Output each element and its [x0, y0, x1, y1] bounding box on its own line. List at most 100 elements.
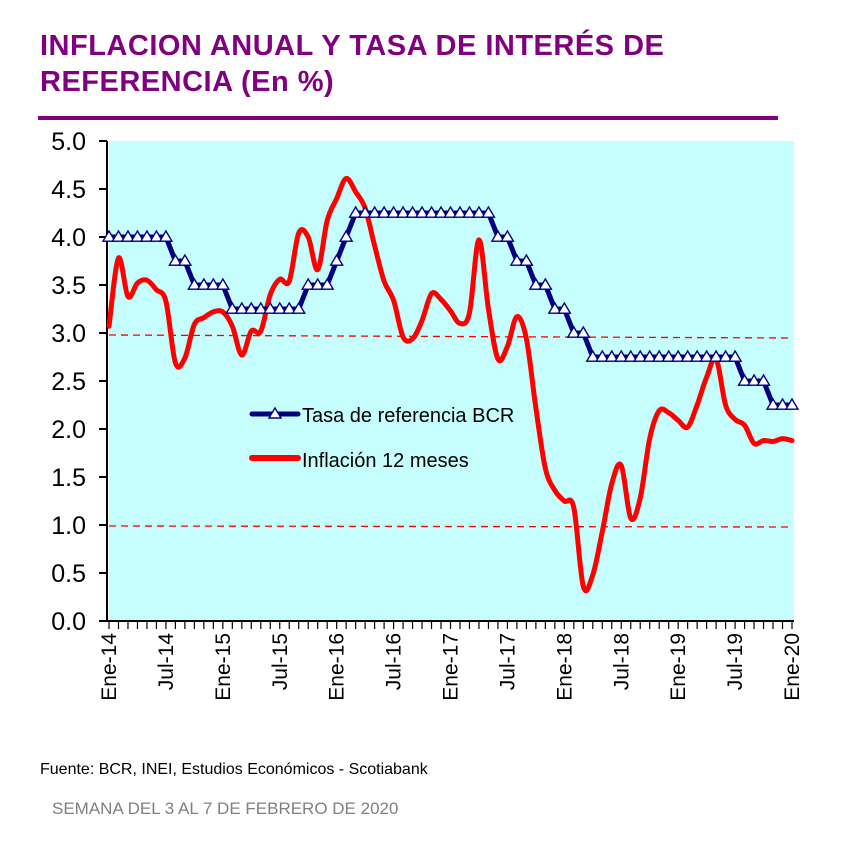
chart-title: INFLACION ANUAL Y TASA DE INTERÉS DE REF… — [40, 30, 665, 98]
y-tick-label: 4.0 — [51, 224, 86, 252]
x-tick-label: Jul-15 — [269, 633, 292, 690]
y-tick-label: 0.0 — [51, 608, 86, 636]
target-lower-line — [108, 525, 793, 528]
x-tick-label: Ene-20 — [781, 633, 804, 701]
rate-point-triangle — [547, 301, 563, 314]
rate-point-triangle — [765, 397, 781, 410]
y-tick-label: 0.5 — [51, 560, 86, 588]
rate-point-triangle — [784, 397, 800, 410]
rate-point-triangle — [405, 205, 420, 218]
rate-point-triangle — [386, 205, 401, 218]
rate-point-triangle — [282, 301, 297, 314]
rate-point-triangle — [585, 349, 601, 362]
rate-point-triangle — [291, 301, 306, 314]
rate-point-triangle — [395, 205, 411, 218]
rate-point-triangle — [576, 325, 591, 338]
rate-point-triangle — [424, 205, 439, 218]
x-tick-label: Ene-16 — [326, 633, 349, 701]
y-tick-label: 1.0 — [51, 512, 86, 540]
rate-point-triangle — [433, 205, 449, 218]
rate-point-triangle — [272, 301, 287, 314]
rate-point-triangle — [538, 277, 553, 290]
rate-point-triangle — [500, 229, 515, 242]
rate-point-triangle — [300, 277, 316, 290]
x-tick-label: Ene-15 — [212, 633, 235, 701]
rate-point-triangle — [452, 205, 468, 218]
week-label: SEMANA DEL 3 AL 7 DE FEBRERO DE 2020 — [52, 799, 399, 818]
x-tick-label: Jul-17 — [496, 633, 519, 690]
rate-point-triangle — [130, 229, 145, 242]
rate-point-triangle — [614, 349, 629, 362]
rate-point-triangle — [775, 397, 790, 410]
rate-point-triangle — [310, 277, 325, 290]
rate-point-triangle — [689, 349, 705, 362]
y-tick-label: 3.0 — [51, 320, 86, 348]
rate-point-triangle — [566, 325, 582, 338]
rate-point-triangle — [253, 301, 269, 314]
rate-point-triangle — [708, 349, 724, 362]
x-tick-label: Ene-19 — [667, 633, 690, 701]
rate-point-triangle — [338, 229, 354, 242]
rate-point-triangle — [604, 349, 619, 362]
rate-point-triangle — [490, 229, 506, 242]
y-tick-label: 4.5 — [51, 176, 86, 204]
rate-point-triangle — [680, 349, 695, 362]
rate-point-triangle — [595, 349, 610, 362]
rate-point-triangle — [443, 205, 458, 218]
source-note: Fuente: BCR, INEI, Estudios Económicos -… — [40, 761, 428, 778]
rate-point-triangle — [319, 277, 335, 290]
y-tick-label: 1.5 — [51, 464, 86, 492]
rate-point-triangle — [670, 349, 686, 362]
rate-point-triangle — [111, 229, 126, 242]
rate-point-triangle — [329, 253, 344, 266]
target-upper-line — [108, 334, 793, 339]
x-tick-label: Jul-19 — [724, 633, 747, 690]
rate-point-triangle — [756, 373, 771, 386]
rate-point-triangle — [139, 229, 155, 242]
rate-point-triangle — [158, 229, 174, 242]
legend-label-rate: Tasa de referencia BCR — [302, 405, 514, 427]
rate-point-triangle — [661, 349, 676, 362]
rate-point-triangle — [471, 205, 487, 218]
rate-point-triangle — [196, 277, 212, 290]
chart: 0.0 0.5 1.0 1.5 2.0 2.5 3.0 3.5 4.0 4.5 5.0 Ene-14… — [51, 128, 804, 701]
rate-point-triangle — [187, 277, 202, 290]
rate-point-triangle — [177, 253, 193, 266]
x-tick-label: Ene-14 — [98, 633, 121, 701]
rate-point-triangle — [101, 229, 117, 242]
rate-point-triangle — [348, 205, 363, 218]
rate-point-triangle — [120, 229, 136, 242]
rate-point-triangle — [168, 253, 183, 266]
rate-point-triangle — [367, 205, 382, 218]
rate-point-triangle — [481, 205, 496, 218]
legend-rate-marker-icon — [267, 406, 283, 419]
rate-point-triangle — [149, 229, 164, 242]
x-tick-label: Ene-17 — [440, 633, 463, 701]
x-tick-label: Jul-18 — [610, 633, 633, 690]
rate-point-triangle — [718, 349, 733, 362]
rate-point-triangle — [528, 277, 544, 290]
rate-point-triangle — [263, 301, 278, 314]
rate-point-triangle — [206, 277, 221, 290]
rate-point-triangle — [632, 349, 648, 362]
rate-point-triangle — [244, 301, 259, 314]
legend: Tasa de referencia BCR Inflación 12 mese… — [249, 405, 514, 472]
x-tick-label: Jul-14 — [155, 633, 178, 691]
rate-point-triangle — [642, 349, 657, 362]
rate-point-triangle — [414, 205, 430, 218]
y-tick-label: 2.5 — [51, 368, 86, 396]
rate-point-triangle — [651, 349, 667, 362]
rate-point-triangle — [376, 205, 392, 218]
legend-label-inflation: Inflación 12 meses — [302, 450, 469, 472]
rate-point-triangle — [225, 301, 240, 314]
rate-point-triangle — [357, 205, 373, 218]
rate-point-triangle — [462, 205, 477, 218]
rate-point-triangle — [557, 301, 572, 314]
rate-point-triangle — [519, 253, 534, 266]
rate-point-triangle — [509, 253, 525, 266]
y-tick-label: 3.5 — [51, 272, 86, 300]
rate-point-triangle — [234, 301, 250, 314]
title-divider — [38, 116, 778, 120]
x-tick-label: Jul-16 — [383, 633, 406, 690]
rate-point-triangle — [746, 373, 762, 386]
